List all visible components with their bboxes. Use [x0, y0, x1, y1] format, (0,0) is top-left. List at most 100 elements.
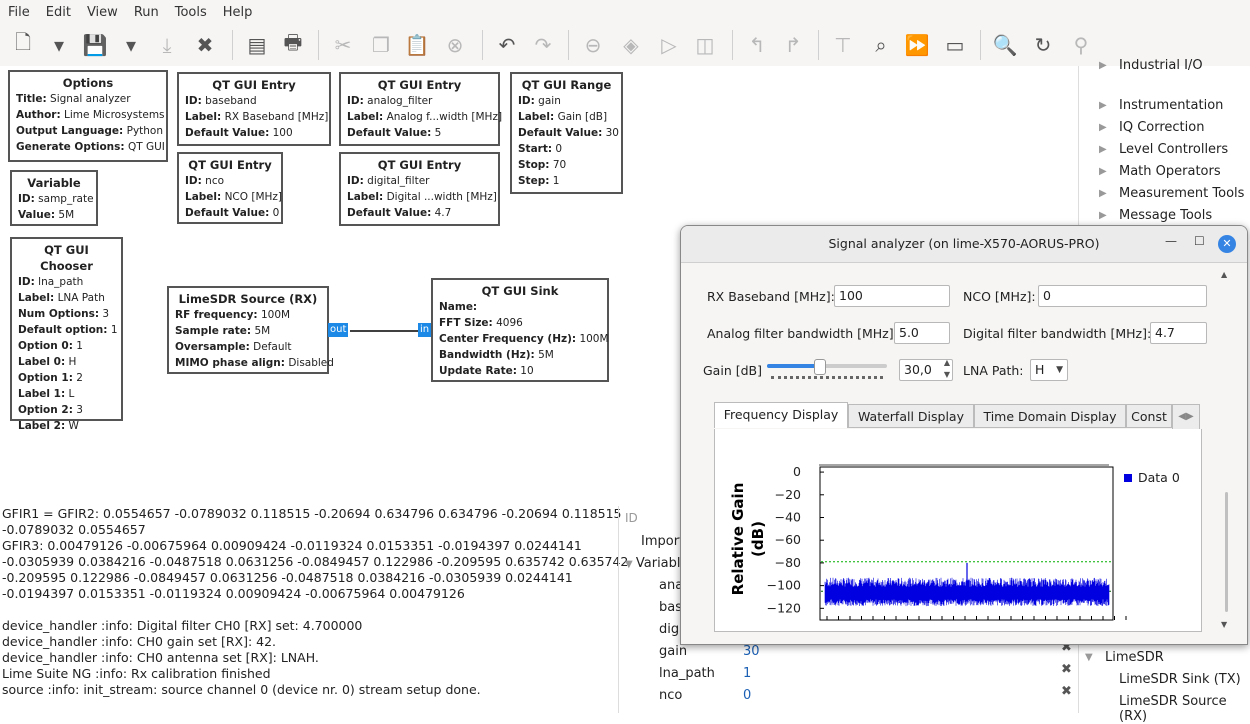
kill-icon[interactable]: ◫ [695, 33, 715, 57]
download-icon[interactable]: ⤓ [162, 33, 172, 57]
rotate-left-icon[interactable]: ↰ [748, 33, 766, 57]
analog-filter-input[interactable]: 5.0 [894, 322, 950, 344]
block-param: ID: gain [518, 93, 615, 109]
library-category[interactable]: ▶ Message Tools [1099, 208, 1212, 223]
menu-help[interactable]: Help [222, 4, 253, 20]
param-name: Label 0: [18, 356, 66, 368]
variable-block[interactable]: Variable ID: samp_rate Value: 5M [10, 170, 98, 226]
window-scrollbar[interactable]: ▲ ▼ [1221, 270, 1233, 630]
close-icon[interactable]: ✖ [196, 33, 214, 57]
search-icon[interactable]: 🔍 [992, 33, 1018, 57]
block-param: Default Value: 4.7 [347, 205, 492, 221]
tab-const[interactable]: Const [1126, 404, 1172, 428]
tab-frequency-display[interactable]: Frequency Display [714, 402, 848, 428]
paste-icon[interactable]: 📋 [404, 33, 430, 57]
redo-icon[interactable]: ↷ [534, 33, 552, 57]
gain-slider-handle[interactable] [813, 359, 826, 375]
library-item-limesdr-source[interactable]: LimeSDR Source (RX) [1119, 694, 1227, 724]
maximize-icon[interactable]: ☐ [1194, 234, 1205, 248]
param-value: 1 [552, 175, 560, 187]
library-item-limesdr-sink[interactable]: LimeSDR Sink (TX) [1119, 672, 1241, 687]
options-block[interactable]: Options Title: Signal analyzer Author: Lim… [8, 70, 168, 162]
spin-arrows-icon[interactable]: ▲ ▼ [943, 358, 950, 379]
delete-icon[interactable]: ⊗ [446, 33, 464, 57]
remove-variable-icon[interactable]: ✖ [1061, 640, 1072, 655]
close-window-icon[interactable]: ✕ [1218, 235, 1236, 253]
run-icon[interactable]: ▷ [661, 33, 677, 57]
variable-row-id[interactable]: ana [659, 578, 684, 593]
properties-icon[interactable]: ▤ [247, 33, 267, 57]
library-category[interactable]: ▶ Measurement Tools [1099, 186, 1244, 201]
block-param: Default option: 1 [18, 322, 118, 338]
menu-tools[interactable]: Tools [174, 4, 207, 20]
library-category[interactable]: ▶ Math Operators [1099, 164, 1221, 179]
disable-icon[interactable]: ⊖ [584, 33, 602, 57]
library-category[interactable]: ▶ Instrumentation [1099, 98, 1223, 113]
menu-file[interactable]: File [8, 4, 30, 20]
menu-run[interactable]: Run [133, 4, 159, 20]
remove-variable-icon[interactable]: ✖ [1061, 684, 1072, 699]
chevron-right-icon: ▶ [1099, 210, 1107, 221]
console-line: -0.0789032 0.0554657 [2, 522, 146, 537]
print-icon[interactable]: 🖶 [283, 30, 303, 54]
sink-in-port[interactable]: in [418, 323, 432, 337]
param-name: Default Value: [185, 127, 270, 139]
reload-icon[interactable]: ↻ [1034, 33, 1052, 57]
bypass-icon[interactable]: ◈ [623, 33, 639, 57]
undo-icon[interactable]: ↶ [498, 33, 516, 57]
digital-filter-input[interactable]: 4.7 [1150, 322, 1207, 344]
variable-row-id[interactable]: gain [659, 644, 688, 659]
param-value: Python [126, 125, 164, 137]
limesdr-source-block[interactable]: LimeSDR Source (RX) RF frequency: 100M Sam… [167, 286, 334, 374]
minimize-icon[interactable]: — [1165, 234, 1177, 248]
variable-row-id[interactable]: nco [659, 688, 683, 703]
scrollbar-thumb[interactable] [1225, 492, 1228, 612]
qt-gui-sink-block[interactable]: QT GUI Sink Name: FFT Size: 4096 Center Fr… [431, 278, 609, 382]
save-icon[interactable]: 💾 [82, 33, 108, 57]
rx-baseband-input[interactable]: 100 [834, 285, 950, 307]
cut-icon[interactable]: ✂ [334, 33, 352, 57]
param-name: Name: [439, 301, 478, 313]
rotate-right-icon[interactable]: ↱ [784, 33, 802, 57]
variable-row-id[interactable]: lna_path [659, 666, 715, 681]
copy-icon[interactable]: ❐ [372, 33, 390, 57]
tab-waterfall-display[interactable]: Waterfall Display [848, 404, 974, 428]
new-icon[interactable]: 🗋 [14, 30, 32, 54]
nco-input[interactable]: 0 [1038, 285, 1207, 307]
param-value: 3 [102, 308, 110, 320]
find-block-icon[interactable]: ⌕ [875, 33, 887, 57]
screen-icon[interactable]: ▭ [945, 33, 965, 57]
library-category[interactable]: ▶ Industrial I/O [1099, 58, 1203, 73]
chooser-block[interactable]: QT GUI Chooser ID: lna_path Label: LNA Pat… [10, 237, 123, 432]
save-dropdown-icon[interactable]: ▾ [125, 33, 137, 57]
library-category-label: Message Tools [1119, 208, 1213, 223]
remove-variable-icon[interactable]: ✖ [1061, 662, 1072, 677]
tab-scroll-buttons[interactable]: ◀▶ [1172, 404, 1200, 430]
entry-analog-filter-block[interactable]: QT GUI Entry ID: analog_filter Label: Anal… [339, 72, 502, 146]
lna-path-select[interactable]: H ▼ [1030, 359, 1068, 381]
gain-slider[interactable] [767, 358, 887, 380]
new-dropdown-icon[interactable]: ▾ [53, 33, 65, 57]
entry-digital-filter-block[interactable]: QT GUI Entry ID: digital_filter Label: Dig… [339, 152, 500, 226]
scroll-down-icon[interactable]: ▼ [1221, 620, 1228, 629]
menu-view[interactable]: View [86, 4, 118, 20]
param-name: Label: [18, 292, 55, 304]
forward-icon[interactable]: ⏩ [904, 33, 930, 57]
library-category[interactable]: ▶ Level Controllers [1099, 142, 1228, 157]
variables-row[interactable]: ▼ Variabl [625, 556, 681, 571]
gain-spinbox[interactable]: 30,0 ▲ ▼ [899, 358, 953, 381]
entry-baseband-block[interactable]: QT GUI Entry ID: baseband Label: RX Baseba… [177, 72, 331, 146]
source-out-port[interactable]: out [328, 323, 349, 337]
hier-icon[interactable]: ⊤ [834, 33, 852, 57]
tab-time-domain-display[interactable]: Time Domain Display [974, 404, 1126, 428]
imports-row[interactable]: Import [641, 534, 685, 549]
range-gain-block[interactable]: QT GUI Range ID: gain Label: Gain [dB] Defa… [510, 72, 623, 194]
console-line: GFIR1 = GFIR2: 0.0554657 -0.0789032 0.11… [2, 506, 622, 521]
entry-nco-block[interactable]: QT GUI Entry ID: nco Label: NCO [MHz] Defau… [177, 152, 283, 224]
errors-icon[interactable]: ⚲ [1073, 33, 1089, 57]
library-category-limesdr[interactable]: ▼ LimeSDR [1085, 650, 1164, 665]
variable-row-id[interactable]: digi [659, 622, 683, 637]
menu-edit[interactable]: Edit [45, 4, 71, 20]
library-category[interactable]: ▶ IQ Correction [1099, 120, 1204, 135]
scroll-up-icon[interactable]: ▲ [1221, 270, 1228, 279]
